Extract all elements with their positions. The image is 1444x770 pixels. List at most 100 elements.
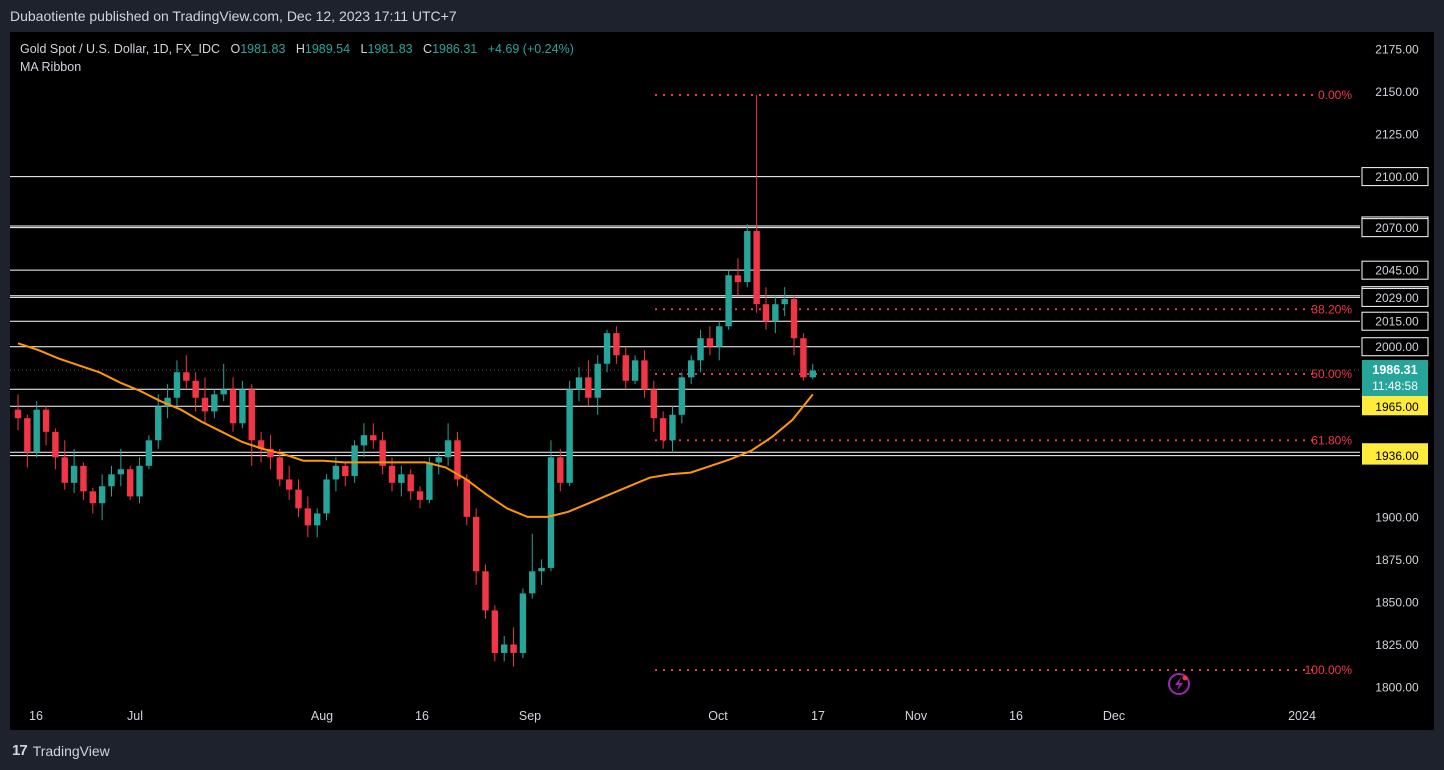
- price-tick-label: 1825.00: [1375, 638, 1419, 652]
- candle-body: [33, 409, 40, 453]
- chart-legend: Gold Spot / U.S. Dollar, 1D, FX_IDC O198…: [20, 40, 574, 76]
- level-price-tag: [1361, 337, 1429, 357]
- candle-body: [14, 409, 22, 419]
- candle-body: [388, 465, 396, 483]
- tradingview-logo-icon: 17: [12, 742, 28, 759]
- price-tick-label: 1936.00: [1375, 449, 1419, 463]
- fib-level-label: 38.20%: [1311, 302, 1352, 316]
- candle-body: [491, 610, 499, 653]
- candle-body: [669, 414, 676, 441]
- candle-body: [538, 567, 545, 572]
- footer: 17 TradingView: [0, 730, 1444, 770]
- candle-body: [136, 465, 143, 497]
- close-value: 1986.31: [432, 42, 478, 56]
- level-price-tag: [1361, 311, 1429, 331]
- bar-countdown: 11:48:58: [1372, 379, 1418, 393]
- time-tick-label: Oct: [708, 709, 728, 723]
- tradingview-logo[interactable]: 17 TradingView: [12, 742, 110, 759]
- candle-body: [678, 377, 686, 415]
- candle-body: [716, 326, 723, 347]
- time-tick-label: 16: [1009, 709, 1023, 723]
- publisher-text: Dubaotiente published on TradingView.com…: [10, 8, 457, 24]
- candle-body: [641, 360, 648, 390]
- price-tick-label: 2015.00: [1375, 315, 1419, 329]
- candle-body: [164, 397, 171, 407]
- candle-body: [435, 457, 442, 463]
- candle-body: [192, 380, 199, 398]
- candle-body: [24, 418, 31, 453]
- indicator-title[interactable]: MA Ribbon: [20, 60, 82, 74]
- candle-body: [239, 389, 246, 424]
- candle-body: [108, 474, 115, 487]
- candle-body: [566, 389, 573, 483]
- candle-body: [407, 474, 414, 492]
- price-tick-label: 2029.00: [1375, 291, 1419, 305]
- time-tick-label: 16: [29, 709, 43, 723]
- candle-body: [61, 457, 68, 483]
- candle-body: [183, 372, 190, 381]
- candle-body: [70, 465, 78, 483]
- candle-body: [697, 338, 704, 361]
- candle-body: [332, 465, 340, 480]
- candle-body: [734, 275, 742, 283]
- candle-body: [454, 440, 461, 480]
- candle-body: [659, 418, 667, 441]
- candle-body: [482, 571, 489, 611]
- price-tick-label: 2070.00: [1375, 221, 1419, 235]
- time-tick-label: Sep: [519, 709, 541, 723]
- candle-body: [155, 406, 162, 441]
- candle-body: [762, 304, 770, 322]
- price-chart[interactable]: 0.00% 38.20% 50.00% 61.80% 100.00% 2175.00 215…: [10, 32, 1434, 730]
- symbol-title[interactable]: Gold Spot / U.S. Dollar, 1D, FX_IDC: [20, 42, 221, 56]
- level-price-tag: [1361, 218, 1429, 238]
- candle-body: [211, 394, 218, 412]
- candle-body: [285, 479, 293, 490]
- candle-body: [585, 377, 592, 398]
- candle-body: [117, 469, 125, 475]
- candle-body: [463, 479, 470, 517]
- candle-body: [547, 457, 555, 568]
- level-price-tag: [1361, 167, 1429, 187]
- close-label: C: [423, 42, 433, 56]
- price-tick-label: 2045.00: [1375, 264, 1419, 278]
- candle-body: [622, 355, 629, 381]
- lightning-dot: [1182, 675, 1188, 681]
- candle-body: [744, 231, 751, 283]
- candle-body: [529, 571, 536, 594]
- candle-body: [631, 360, 639, 381]
- candle-body: [370, 435, 377, 441]
- candle-body: [257, 440, 265, 449]
- price-tick-label: 1900.00: [1375, 510, 1419, 524]
- lightning-bolt-icon: [1168, 673, 1190, 695]
- candle-body: [323, 479, 330, 514]
- candle-body: [594, 363, 601, 398]
- fib-level-label: 50.00%: [1311, 367, 1352, 381]
- chart-background: [10, 32, 1434, 730]
- candle-body: [267, 448, 274, 458]
- candle-body: [688, 360, 695, 378]
- open-label: O: [230, 42, 241, 56]
- candle-body: [725, 275, 732, 327]
- highlight-price-tag: [1362, 446, 1428, 465]
- candle-body: [89, 491, 96, 504]
- candle-body: [173, 372, 181, 398]
- candle-body: [501, 644, 508, 653]
- candle-body: [80, 465, 87, 492]
- chart-area[interactable]: 0.00% 38.20% 50.00% 61.80% 100.00% 2175.00 215…: [10, 32, 1434, 730]
- candle-body: [229, 389, 237, 424]
- publisher-bar: Dubaotiente published on TradingView.com…: [0, 0, 1444, 32]
- low-label: L: [360, 42, 368, 56]
- candle-body: [42, 409, 50, 432]
- candle-body: [276, 457, 283, 480]
- price-tick-label: 2000.00: [1375, 340, 1419, 354]
- price-tick-label: 2150.00: [1375, 85, 1419, 99]
- ohlc-row: Gold Spot / U.S. Dollar, 1D, FX_IDC O198…: [20, 40, 574, 58]
- fib-level-label: 0.00%: [1318, 88, 1352, 102]
- price-tick-label: 1965.00: [1375, 400, 1419, 414]
- candle-body: [613, 333, 620, 356]
- price-tick-label: 1800.00: [1375, 680, 1419, 694]
- open-value: 1981.83: [240, 42, 286, 56]
- price-tick-label: 2125.00: [1375, 128, 1419, 142]
- candle-body: [426, 462, 433, 500]
- candle-body: [781, 299, 788, 305]
